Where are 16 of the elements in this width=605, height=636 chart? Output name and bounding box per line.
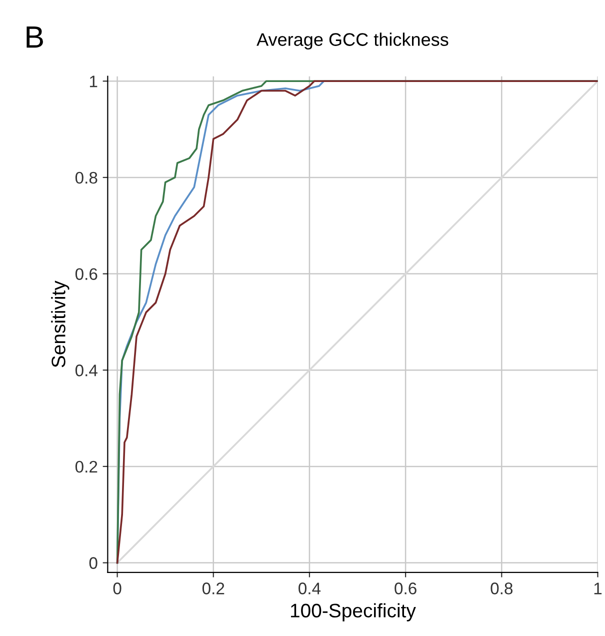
y-tick-label: 0.2 (75, 460, 98, 473)
x-tick-label: 0 (113, 582, 122, 594)
x-tick-label: 0.8 (490, 582, 513, 594)
y-tick-label: 0.6 (75, 268, 98, 280)
x-axis-title: 100-Specificity (290, 603, 416, 622)
x-tick-label: 0.6 (394, 582, 416, 594)
x-tick-label: 1 (594, 582, 602, 594)
chart-title: Average GCC thickness (256, 32, 448, 50)
text: B (26, 26, 43, 48)
x-tick-label: 0.4 (298, 582, 321, 594)
y-tick-label: 1 (90, 76, 98, 88)
y-tick-label: 0 (89, 557, 98, 569)
y-axis-title: Sensitivity (51, 280, 70, 368)
y-tick-label: 0.4 (75, 364, 98, 376)
x-tick-label: 0.2 (202, 582, 224, 594)
y-tick-label: 0.8 (75, 172, 98, 184)
